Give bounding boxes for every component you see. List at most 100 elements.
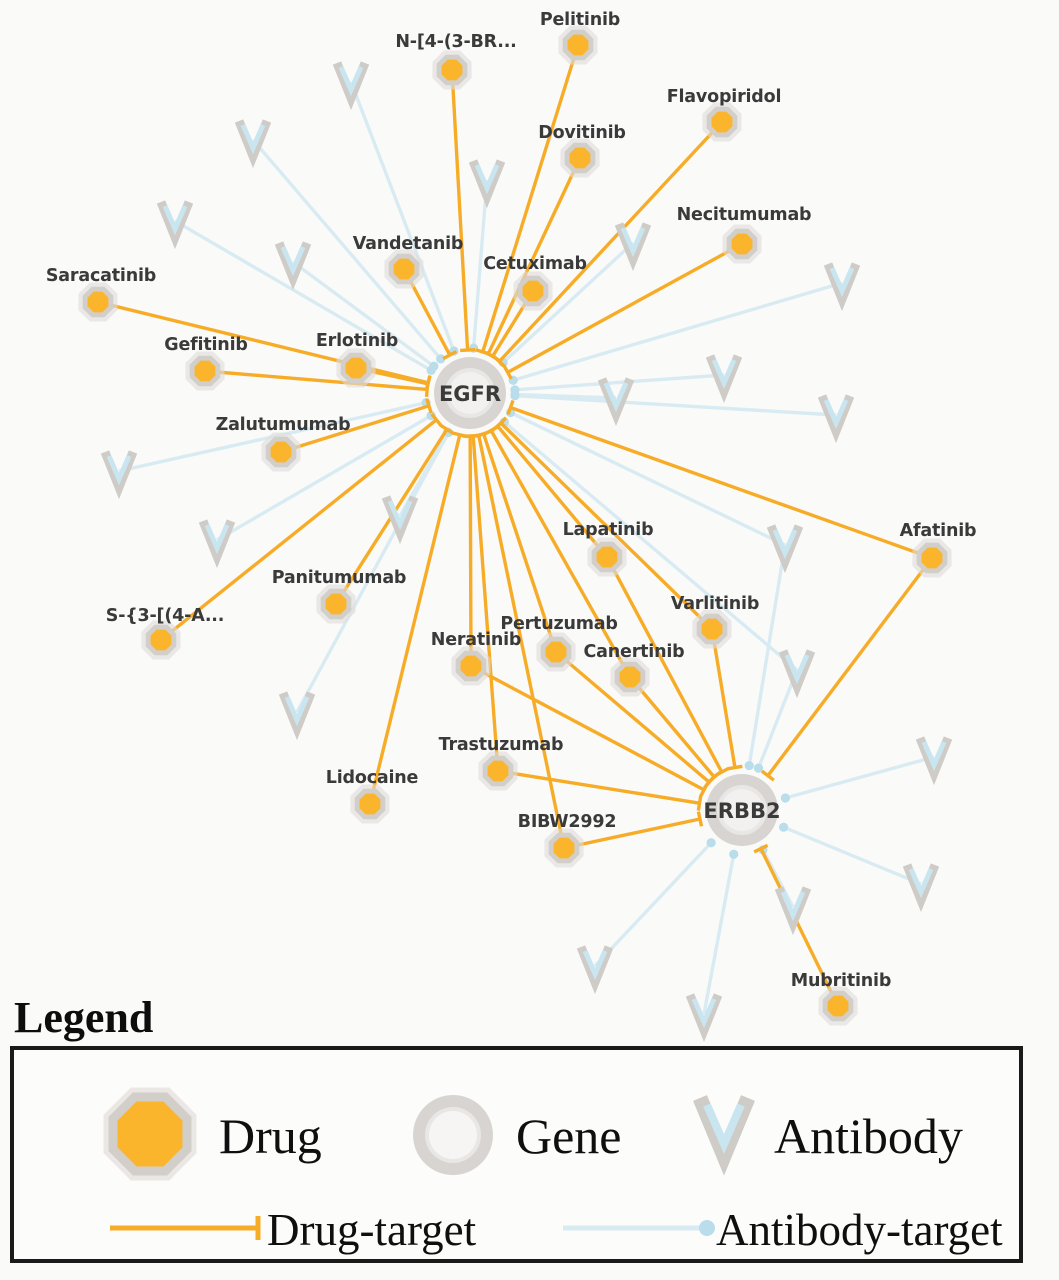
edge-drug-target-Vandetanib-EGFR <box>402 268 452 356</box>
drug-label-Pertuzumab: Pertuzumab <box>500 614 618 634</box>
drug-label-Cetuximab: Cetuximab <box>483 254 587 274</box>
antibody-node-Zeptosens-3_48[interactable] <box>766 524 804 574</box>
edge-drug-target-Trastuzumab-ERBB2 <box>497 769 700 805</box>
edge-antibody-target-HPA001383-ERBB2 <box>593 841 713 968</box>
legend-antibody-target-label: Antibody-target <box>716 1205 1003 1255</box>
legend-drug-target-label: Drug-target <box>267 1205 477 1255</box>
edge-antibody-target-RPPA-HER2_pY1248-ERBB2 <box>782 825 922 886</box>
drug-node-Varlitinib[interactable] <box>692 609 732 649</box>
drug-node-S-{3-[(4-A...[interactable] <box>141 620 181 660</box>
edge-antibody-target-Zeptosens-3_48-ERBB2 <box>747 544 787 766</box>
edge-tee-arrow <box>425 398 433 414</box>
antibody-node-RPPA-EGFR[interactable] <box>823 262 861 312</box>
edge-tee-arrow <box>490 419 505 433</box>
drug-node-Vandetanib[interactable] <box>384 249 424 289</box>
drug-label-Panitumumab: Panitumumab <box>271 568 407 588</box>
drug-node-Dovitinib[interactable] <box>560 138 600 178</box>
antibody-node-RPPA-HER2_pY1248[interactable] <box>902 863 940 913</box>
antibody-node-HPA001383[interactable] <box>576 945 614 995</box>
antibody-node-Zeptosens-4_49[interactable] <box>597 377 635 427</box>
gene-label-EGFR: EGFR <box>439 382 501 406</box>
antibody-node-RPPA-EGFR_pY1173[interactable] <box>278 691 316 741</box>
edge-drug-target-S-{3-[(4-A...-EGFR <box>159 418 438 642</box>
edge-antibody-target-RPPA-EGFR-EGFR <box>512 281 843 382</box>
legend-gene-label: Gene <box>516 1108 622 1164</box>
drug-label-Dovitinib: Dovitinib <box>538 123 626 143</box>
drug-node-Mubritinib[interactable] <box>818 986 858 1026</box>
antibody-node-CAB000035[interactable] <box>100 450 138 500</box>
antibody-node-HPA018530[interactable] <box>705 354 743 404</box>
drug-node-Saracatinib[interactable] <box>78 282 118 322</box>
edge-tee-arrow <box>714 767 730 778</box>
edge-antibody-target-RPPA-EGFR_pY992-EGFR <box>251 138 442 360</box>
drug-node-Trastuzumab[interactable] <box>478 751 518 791</box>
antibody-node-Zeptosens-2_16[interactable] <box>817 394 855 444</box>
edge-drug-target-Neratinib-EGFR <box>468 435 473 667</box>
drug-node-icon <box>103 1087 197 1181</box>
antibody-node-HPA001200[interactable] <box>156 200 194 250</box>
gene-node-ERBB2[interactable]: ERBB2 <box>703 774 781 846</box>
edge-drug-target-N-[4-(3-BR...-EGFR <box>450 69 470 351</box>
edge-antibody-target-Zeptosens-3_48-EGFR <box>509 411 786 547</box>
drug-node-Gefitinib[interactable] <box>185 351 225 391</box>
edge-drug-target-Lidocaine-EGFR <box>368 434 462 805</box>
antibody-node-Zeptosens-1_85[interactable] <box>332 61 370 111</box>
antibody-node-Zeptosens-5_33[interactable] <box>198 519 236 569</box>
edge-tee-arrow <box>424 376 432 392</box>
edge-tee-arrow <box>502 364 513 380</box>
drug-node-Necitumumab[interactable] <box>722 224 762 264</box>
drug-label-Gefitinib: Gefitinib <box>164 335 248 355</box>
drug-node-Panitumumab[interactable] <box>316 584 356 624</box>
drug-label-BIBW2992: BIBW2992 <box>517 812 617 832</box>
antibody-node-icon <box>693 1095 755 1176</box>
edge-antibody-target-HPA018530-EGFR <box>514 373 725 392</box>
antibody-node-Zeptosens-1_70[interactable] <box>778 649 816 699</box>
drug-label-Lidocaine: Lidocaine <box>325 768 419 788</box>
edge-antibody-target-RPPA-HER2-ERBB2 <box>784 755 935 800</box>
drug-node-BIBW2992[interactable] <box>544 828 584 868</box>
edge-endpoint-dot <box>706 838 716 848</box>
antibody-node-Zeptosens-1_51[interactable] <box>614 222 652 272</box>
drug-label-Varlitinib: Varlitinib <box>670 594 760 614</box>
edge-tee-arrow <box>753 843 769 854</box>
edge-endpoint-dot <box>429 361 439 371</box>
edge-antibody-target-CAB000043-ERBB2 <box>702 853 736 1015</box>
drug-label-S-{3-[(4-A...: S-{3-[(4-A... <box>105 606 225 626</box>
edge-drug-target-Dovitinib-EGFR <box>486 157 582 355</box>
drug-label-Necitumumab: Necitumumab <box>676 205 812 225</box>
antibody-node-Zeptosens-1_64[interactable] <box>468 159 506 209</box>
antibody-node-RPPA-EGFR_pY1068[interactable] <box>274 241 312 291</box>
edge-drug-target-Lapatinib-EGFR <box>496 424 609 559</box>
drug-node-Flavopiridol[interactable] <box>702 102 742 142</box>
antibody-node-RPPA-EGFR_pY992[interactable] <box>234 119 272 169</box>
edge-drug-target-Varlitinib-ERBB2 <box>710 628 737 768</box>
edge-tee-arrow <box>506 399 515 416</box>
drug-node-Lidocaine[interactable] <box>350 784 390 824</box>
drug-node-Neratinib[interactable] <box>451 646 491 686</box>
edge-drug-target-Flavopiridol-EGFR <box>498 120 724 363</box>
edge-drug-target-Mubritinib-ERBB2 <box>759 847 840 1007</box>
antibody-node-CAB020416[interactable] <box>774 886 812 936</box>
drug-node-Zalutumumab[interactable] <box>261 432 301 472</box>
gene-node-icon <box>413 1095 493 1175</box>
drug-node-Cetuximab[interactable] <box>513 271 553 311</box>
drug-node-Afatinib[interactable] <box>912 538 952 578</box>
drug-node-Pertuzumab[interactable] <box>536 632 576 672</box>
edge-tee-arrow <box>430 412 443 427</box>
gene-node-EGFR[interactable]: EGFR <box>434 357 506 429</box>
antibody-node-Zeptosens-4_02[interactable] <box>381 495 419 545</box>
drug-node-N-[4-(3-BR...[interactable] <box>432 50 472 90</box>
edge-tee-arrow <box>492 355 506 368</box>
edge-endpoint-dot <box>744 760 754 771</box>
edge-drug-target-Pertuzumab-ERBB2 <box>554 650 711 784</box>
antibody-node-CAB000043[interactable] <box>685 993 723 1043</box>
drug-node-Canertinib[interactable] <box>610 657 650 697</box>
drug-node-Lapatinib[interactable] <box>587 537 627 577</box>
network-graph: EGFR ERBB2 <box>78 25 953 1043</box>
drug-label-Trastuzumab: Trastuzumab <box>438 735 564 755</box>
antibody-node-RPPA-HER2[interactable] <box>915 736 953 786</box>
drug-node-Erlotinib[interactable] <box>336 348 376 388</box>
edge-drug-target-BIBW2992-ERBB2 <box>563 817 701 850</box>
drug-node-Pelitinib[interactable] <box>558 25 598 65</box>
